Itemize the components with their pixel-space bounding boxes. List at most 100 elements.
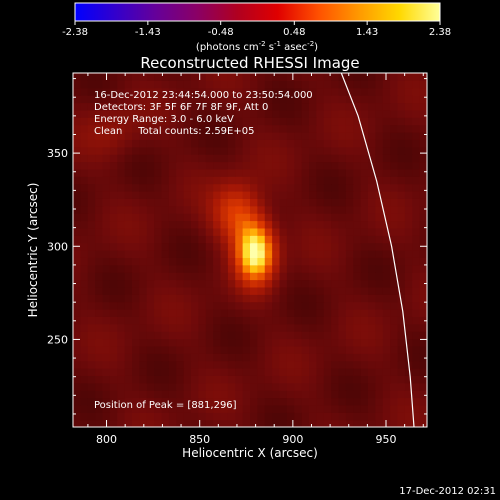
- heatmap-cell: [87, 250, 96, 258]
- heatmap-cell: [161, 117, 170, 126]
- heatmap-cell: [242, 132, 251, 140]
- heatmap-cell: [117, 309, 126, 317]
- heatmap-cell: [124, 227, 133, 236]
- heatmap-cell: [154, 353, 163, 362]
- heatmap-cell: [360, 286, 369, 295]
- heatmap-cell: [419, 279, 427, 288]
- heatmap-cell: [360, 87, 369, 96]
- heatmap-cell: [205, 183, 214, 192]
- heatmap-cell: [368, 309, 376, 317]
- heatmap-cell: [316, 176, 325, 185]
- heatmap-cell: [301, 412, 310, 421]
- heatmap-cell: [227, 95, 236, 104]
- heatmap-cell: [220, 353, 229, 362]
- heatmap-cell: [397, 146, 406, 155]
- heatmap-cell: [213, 368, 222, 376]
- heatmap-cell: [301, 227, 310, 236]
- heatmap-cell: [146, 80, 155, 89]
- heatmap-cell: [404, 345, 413, 354]
- heatmap-cell: [124, 257, 133, 266]
- heatmap-cell: [102, 294, 111, 303]
- heatmap-cell: [316, 338, 325, 347]
- heatmap-cell: [316, 220, 325, 229]
- heatmap-cell: [301, 220, 310, 229]
- heatmap-cell: [345, 154, 354, 163]
- heatmap-cell: [279, 301, 288, 310]
- heatmap-cell: [294, 390, 303, 399]
- heatmap-cell: [73, 286, 81, 295]
- heatmap-cell: [124, 213, 133, 222]
- heatmap-cell: [250, 168, 258, 177]
- heatmap-cell: [191, 360, 199, 369]
- heatmap-cell: [272, 205, 281, 214]
- heatmap-cell: [95, 390, 104, 399]
- heatmap-cell: [375, 257, 384, 266]
- heatmap-cell: [272, 419, 281, 427]
- heatmap-cell: [161, 146, 170, 155]
- heatmap-cell: [213, 80, 222, 89]
- heatmap-cell: [235, 227, 244, 236]
- heatmap-cell: [198, 323, 207, 332]
- heatmap-cell: [242, 390, 251, 399]
- heatmap-cell: [176, 227, 185, 236]
- heatmap-cell: [132, 198, 140, 207]
- heatmap-cell: [345, 168, 354, 177]
- heatmap-cell: [390, 80, 399, 89]
- heatmap-cell: [390, 235, 399, 244]
- heatmap-cell: [368, 102, 376, 111]
- heatmap-cell: [242, 146, 251, 155]
- heatmap-cell: [353, 264, 362, 273]
- heatmap-cell: [87, 213, 96, 222]
- heatmap-cell: [375, 301, 384, 310]
- heatmap-cell: [242, 235, 251, 244]
- heatmap-cell: [102, 323, 111, 332]
- heatmap-cell: [286, 419, 295, 427]
- heatmap-cell: [360, 257, 369, 266]
- heatmap-cell: [176, 331, 185, 340]
- heatmap-cell: [73, 124, 81, 133]
- heatmap-cell: [323, 176, 332, 185]
- heatmap-cell: [368, 73, 376, 81]
- y-axis-label: Heliocentric Y (arcsec): [26, 183, 40, 318]
- heatmap-cell: [205, 117, 214, 126]
- heatmap-cell: [264, 161, 273, 170]
- heatmap-cell: [316, 309, 325, 317]
- heatmap-cell: [124, 309, 133, 317]
- heatmap-cell: [419, 382, 427, 391]
- heatmap-cell: [279, 382, 288, 391]
- heatmap-cell: [397, 205, 406, 214]
- heatmap-cell: [154, 360, 163, 369]
- heatmap-cell: [124, 316, 133, 325]
- heatmap-cell: [220, 338, 229, 347]
- heatmap-cell: [382, 117, 391, 126]
- heatmap-cell: [286, 176, 295, 185]
- heatmap-cell: [117, 154, 126, 163]
- heatmap-cell: [132, 419, 140, 427]
- heatmap-cell: [161, 168, 170, 177]
- heatmap-cell: [390, 264, 399, 273]
- heatmap-cell: [242, 250, 251, 258]
- heatmap-cell: [404, 353, 413, 362]
- heatmap-cell: [139, 286, 148, 295]
- heatmap-cell: [294, 124, 303, 133]
- heatmap-cell: [176, 117, 185, 126]
- heatmap-cell: [419, 301, 427, 310]
- heatmap-cell: [264, 279, 273, 288]
- heatmap-cell: [235, 264, 244, 273]
- heatmap-cell: [250, 272, 258, 281]
- heatmap-cell: [331, 161, 340, 170]
- heatmap-cell: [220, 419, 229, 427]
- heatmap-cell: [154, 397, 163, 406]
- heatmap-cell: [198, 279, 207, 288]
- heatmap-cell: [132, 109, 140, 118]
- heatmap-cell: [132, 227, 140, 236]
- heatmap-cell: [183, 95, 192, 104]
- heatmap-cell: [331, 412, 340, 421]
- heatmap-cell: [331, 191, 340, 199]
- heatmap-cell: [124, 338, 133, 347]
- heatmap-cell: [87, 176, 96, 185]
- heatmap-cell: [301, 286, 310, 295]
- heatmap-cell: [95, 397, 104, 406]
- heatmap-cell: [419, 294, 427, 303]
- heatmap-cell: [375, 117, 384, 126]
